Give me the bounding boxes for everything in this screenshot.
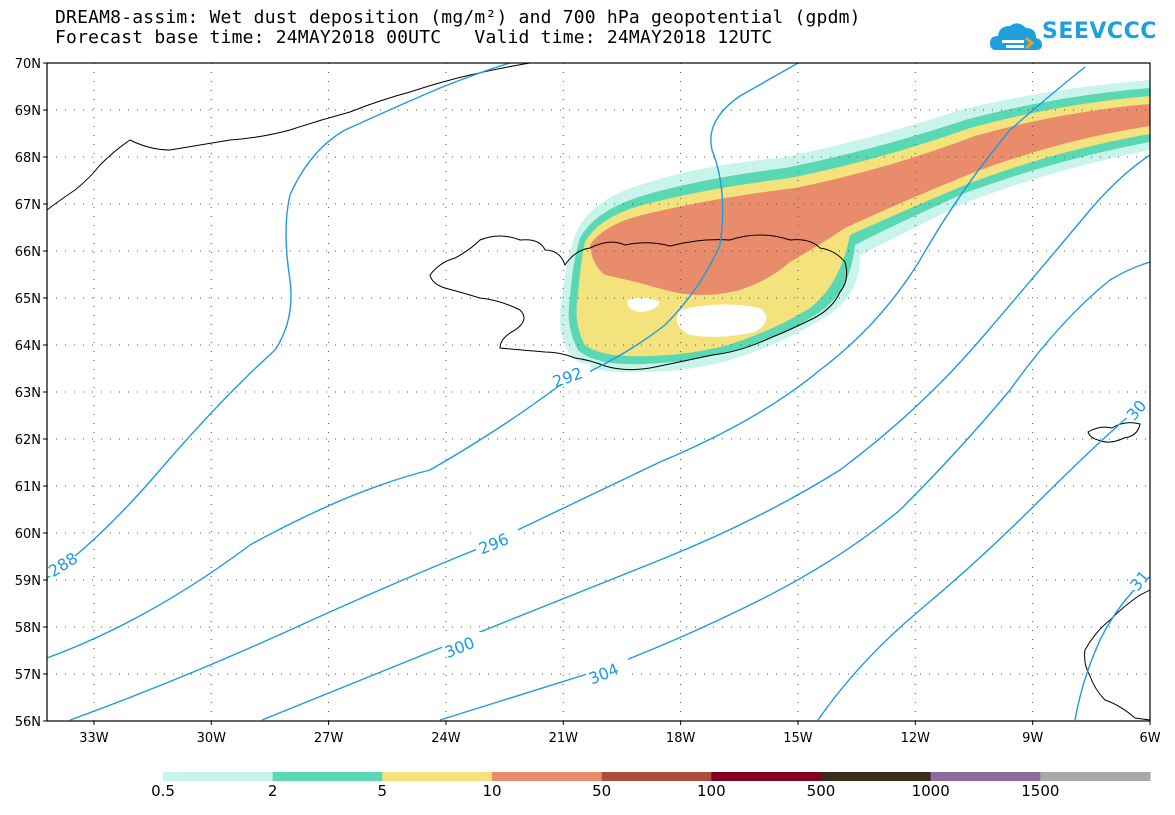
map-subtitle: Forecast base time: 24MAY2018 00UTC Vali… — [55, 27, 773, 48]
legend-label: 1000 — [911, 782, 950, 800]
longitude-label: 30W — [197, 731, 227, 746]
dust-hole-1 — [676, 304, 767, 337]
iceland-coastline — [429, 234, 848, 371]
legend-swatch — [382, 772, 493, 781]
latitude-label: 68N — [15, 151, 41, 166]
contour-296 — [69, 66, 1086, 721]
faroe-coastline — [1087, 422, 1141, 443]
legend-label: 1500 — [1021, 782, 1060, 800]
longitude-label: 15W — [783, 731, 813, 746]
latitude-label: 65N — [15, 292, 41, 307]
legend-swatch — [1040, 772, 1151, 781]
contour-288 — [47, 63, 511, 579]
latitude-label: 57N — [15, 668, 41, 683]
legend-swatch — [821, 772, 932, 781]
legend-label: 10 — [482, 782, 502, 800]
dust-hole-2 — [627, 297, 660, 312]
greenland-coastline — [47, 63, 531, 211]
legend-swatch — [711, 772, 822, 781]
longitude-label: 9W — [1022, 731, 1043, 746]
legend-label: 500 — [806, 782, 836, 800]
latitude-label: 69N — [15, 104, 41, 119]
logo-text: SEEVCCC — [1042, 19, 1157, 44]
legend-label: 5 — [377, 782, 388, 800]
latitude-label: 61N — [15, 480, 41, 495]
map-title: DREAM8-assim: Wet dust deposition (mg/m²… — [55, 7, 861, 28]
legend-swatch — [601, 772, 712, 781]
latitude-label: 59N — [15, 574, 41, 589]
contour-292 — [47, 63, 799, 659]
longitude-label: 24W — [431, 731, 461, 746]
legend-label: 100 — [697, 782, 726, 800]
longitude-label: 12W — [901, 731, 931, 746]
axis-ticks — [43, 62, 1151, 725]
longitude-label: 33W — [79, 731, 109, 746]
legend-swatch — [163, 772, 274, 781]
legend-swatch — [492, 772, 603, 781]
legend-swatch — [930, 772, 1041, 781]
latitude-label: 63N — [15, 386, 41, 401]
latitude-label: 64N — [15, 339, 41, 354]
legend-label: 0.5 — [151, 782, 175, 800]
latitude-label: 70N — [15, 57, 41, 72]
seevccc-logo-icon — [990, 23, 1042, 50]
longitude-label: 6W — [1139, 731, 1160, 746]
longitude-label: 27W — [314, 731, 344, 746]
dust-plume — [559, 80, 1150, 373]
coastlines — [47, 63, 1150, 721]
contour-312 — [1074, 574, 1150, 721]
longitude-label: 21W — [549, 731, 579, 746]
legend-label: 2 — [267, 782, 278, 800]
latitude-label: 62N — [15, 433, 41, 448]
map-plot-area: 288 292 296 300 304 30 31 — [47, 63, 1150, 721]
latitude-label: 58N — [15, 621, 41, 636]
legend-label: 50 — [592, 782, 612, 800]
latitude-label: 67N — [15, 198, 41, 213]
latitude-label: 60N — [15, 527, 41, 542]
latitude-label: 56N — [15, 715, 41, 730]
scotland-coastline — [1084, 589, 1150, 721]
longitude-label: 18W — [666, 731, 696, 746]
latitude-label: 66N — [15, 245, 41, 260]
axis-labels: 70N 69N 68N 67N 66N 65N 64N 63N 62N 61N 60N 59N 58N 5… — [15, 57, 1161, 746]
legend-swatch — [272, 772, 383, 781]
dust-field-10 — [590, 104, 1150, 295]
